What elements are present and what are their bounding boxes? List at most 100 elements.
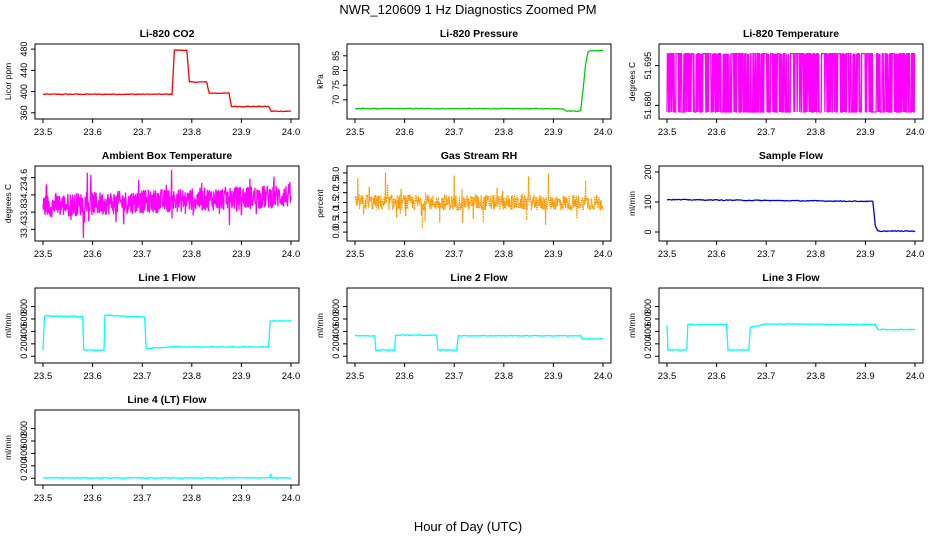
y-tick-label: 400: [643, 324, 653, 339]
x-tick-label: 23.6: [83, 249, 102, 260]
series-line: [42, 49, 292, 113]
panel-title: Gas Stream RH: [441, 150, 517, 162]
x-tick-label: 23.9: [232, 127, 251, 138]
panel-title: Li-820 CO2: [140, 28, 195, 40]
y-tick-label: 34.6: [19, 169, 29, 187]
x-tick-label: 23.6: [395, 249, 414, 260]
x-tick-label: 24.0: [594, 371, 613, 382]
x-tick-label: 23.7: [133, 371, 152, 382]
x-tick-label: 23.6: [83, 493, 102, 504]
panel-frame: [658, 165, 924, 242]
panel-frame: [346, 165, 612, 242]
panel-frame: [658, 43, 924, 120]
y-tick-label: 70: [331, 95, 341, 105]
x-tick-label: 23.7: [757, 371, 776, 382]
x-tick-label: 23.5: [658, 127, 677, 138]
y-tick-label: 0: [331, 354, 341, 359]
y-tick-label: 100: [643, 194, 653, 209]
y-tick-label: 2.5: [331, 177, 341, 190]
x-tick-label: 23.7: [757, 249, 776, 260]
y-tick-label: 1.5: [331, 196, 341, 209]
x-tick-label: 24.0: [282, 493, 301, 504]
x-tick-label: 23.6: [707, 249, 726, 260]
x-tick-label: 23.5: [346, 127, 365, 138]
y-tick-label: 600: [19, 433, 29, 448]
panel-title: Sample Flow: [759, 150, 824, 162]
panel-title: Line 1 Flow: [138, 272, 196, 284]
y-tick-label: 1.0: [331, 206, 341, 219]
panel-title: Line 3 Flow: [762, 272, 820, 284]
panel-0: Li-820 CO2 23.5 23.6 23.7 23.8 23.9 24.0 360 400…: [3, 28, 300, 138]
y-tick-label: 600: [331, 311, 341, 326]
series-line: [354, 49, 604, 113]
y-tick-label: 480: [19, 42, 29, 57]
panel-5: Sample Flow 23.5 23.6 23.7 23.8 23.9 24.0 0 100 2…: [627, 150, 924, 260]
x-tick-label: 23.9: [232, 493, 251, 504]
y-axis-label: kPa: [315, 74, 325, 89]
x-tick-label: 23.7: [445, 127, 464, 138]
y-axis-label: degrees C: [3, 184, 13, 223]
x-tick-label: 23.8: [495, 127, 514, 138]
y-tick-label: 800: [331, 299, 341, 314]
panel-frame: [346, 287, 612, 364]
y-axis-label: ml/min: [3, 435, 13, 460]
x-tick-label: 24.0: [282, 127, 301, 138]
x-tick-label: 23.5: [346, 371, 365, 382]
panel-3: Ambient Box Temperature 23.5 23.6 23.7 23.8 2…: [3, 150, 300, 260]
x-tick-label: 23.6: [395, 371, 414, 382]
x-tick-label: 24.0: [906, 371, 925, 382]
y-axis-label: Licor ppm: [3, 63, 13, 100]
y-axis-label: degrees C: [627, 62, 637, 101]
figure-xlabel: Hour of Day (UTC): [414, 519, 522, 534]
y-tick-label: 800: [19, 299, 29, 314]
series-line: [42, 314, 291, 352]
x-tick-label: 23.9: [856, 127, 875, 138]
x-tick-label: 23.7: [445, 249, 464, 260]
x-tick-label: 23.8: [807, 371, 826, 382]
y-tick-label: 33.8: [19, 203, 29, 221]
panel-9: Line 4 (LT) Flow 23.5 23.6 23.7 23.8 23.9 24.0…: [3, 394, 300, 504]
y-tick-label: 600: [19, 311, 29, 326]
panel-title: Li-820 Pressure: [440, 28, 518, 40]
x-tick-label: 23.5: [34, 249, 53, 260]
y-tick-label: 600: [643, 311, 653, 326]
y-tick-label: 3.0: [331, 167, 341, 180]
x-tick-label: 23.7: [133, 493, 152, 504]
y-tick-label: 34.2: [19, 186, 29, 204]
x-tick-label: 24.0: [594, 249, 613, 260]
x-tick-label: 23.7: [757, 127, 776, 138]
x-tick-label: 23.5: [658, 371, 677, 382]
y-tick-label: 33.4: [19, 221, 29, 239]
panel-frame: [34, 165, 300, 242]
y-tick-label: 800: [19, 421, 29, 436]
panel-7: Line 2 Flow 23.5 23.6 23.7 23.8 23.9 24.0 0 2004…: [315, 272, 612, 382]
y-tick-label: 51.695: [643, 52, 653, 80]
y-tick-label: 400: [19, 84, 29, 99]
x-tick-label: 23.8: [183, 127, 202, 138]
x-tick-label: 23.7: [133, 249, 152, 260]
y-tick-label: 400: [19, 446, 29, 461]
x-tick-label: 23.9: [856, 249, 875, 260]
x-tick-label: 23.9: [232, 371, 251, 382]
y-tick-label: 400: [331, 324, 341, 339]
x-tick-label: 23.8: [807, 249, 826, 260]
series-line: [42, 169, 292, 238]
series-line: [354, 334, 604, 352]
x-tick-label: 24.0: [282, 371, 301, 382]
series-line: [42, 473, 292, 480]
y-tick-label: 0: [19, 354, 29, 359]
x-tick-label: 23.8: [807, 127, 826, 138]
series-line: [666, 198, 916, 233]
x-tick-label: 23.6: [707, 371, 726, 382]
series-line: [666, 323, 916, 352]
y-axis-label: ml/min: [627, 313, 637, 338]
x-tick-label: 23.5: [34, 371, 53, 382]
x-tick-label: 23.8: [183, 493, 202, 504]
x-tick-label: 23.6: [83, 127, 102, 138]
x-tick-label: 23.8: [183, 371, 202, 382]
panel-frame: [34, 287, 300, 364]
y-tick-label: 0: [643, 354, 653, 359]
x-tick-label: 24.0: [282, 249, 301, 260]
